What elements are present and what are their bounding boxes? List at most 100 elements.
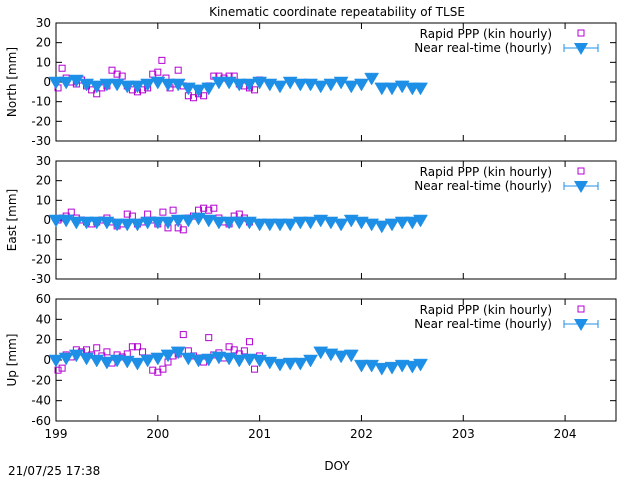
nrt-point bbox=[394, 359, 410, 373]
rapid-point bbox=[108, 66, 116, 74]
y-axis-label: Up [mm] bbox=[5, 334, 19, 387]
nrt-point bbox=[231, 78, 247, 92]
y-tick-label: -10 bbox=[31, 233, 51, 247]
legend-marker-nrt bbox=[574, 181, 588, 193]
rapid-point bbox=[169, 206, 177, 214]
nrt-point bbox=[109, 354, 125, 368]
nrt-point bbox=[58, 76, 74, 90]
y-tick-label: 30 bbox=[36, 154, 51, 168]
nrt-point bbox=[364, 72, 380, 86]
nrt-point bbox=[374, 220, 390, 234]
nrt-point bbox=[282, 357, 298, 371]
y-tick-label: -20 bbox=[31, 114, 51, 128]
rapid-point bbox=[54, 366, 62, 374]
nrt-point bbox=[140, 78, 156, 92]
nrt-point bbox=[333, 76, 349, 90]
legend-marker-nrt bbox=[574, 43, 588, 55]
nrt-point bbox=[292, 357, 308, 371]
x-axis-label: DOY bbox=[324, 459, 350, 473]
nrt-point bbox=[303, 216, 318, 230]
nrt-point bbox=[413, 358, 428, 372]
nrt-point bbox=[231, 216, 247, 230]
nrt-point bbox=[303, 354, 318, 368]
rapid-point bbox=[103, 348, 111, 356]
rapid-point bbox=[58, 64, 66, 72]
nrt-point bbox=[160, 78, 176, 92]
legend-label-nrt: Near real-time (hourly) bbox=[414, 41, 552, 55]
legend-label-rapid: Rapid PPP (kin hourly) bbox=[420, 165, 552, 179]
nrt-point bbox=[221, 216, 237, 230]
nrt-point bbox=[48, 214, 64, 228]
nrt-point bbox=[99, 356, 115, 370]
rapid-point bbox=[200, 204, 208, 212]
y-tick-label: -20 bbox=[31, 373, 51, 387]
nrt-point bbox=[58, 352, 74, 366]
nrt-point bbox=[242, 78, 257, 92]
y-tick-label: 0 bbox=[43, 213, 51, 227]
nrt-point bbox=[242, 353, 257, 367]
legend-marker-nrt bbox=[574, 319, 588, 331]
nrt-point bbox=[211, 216, 227, 230]
x-tick-label: 200 bbox=[146, 427, 169, 441]
x-tick-label: 199 bbox=[45, 427, 68, 441]
rapid-point bbox=[93, 344, 101, 352]
y-tick-label: 30 bbox=[36, 16, 51, 30]
rapid-point bbox=[88, 86, 96, 94]
timestamp: 21/07/25 17:38 bbox=[8, 464, 100, 478]
nrt-point bbox=[191, 354, 206, 368]
nrt-point bbox=[333, 218, 349, 232]
nrt-point bbox=[140, 354, 156, 368]
y-tick-label: -30 bbox=[31, 134, 51, 148]
rapid-point bbox=[128, 86, 136, 94]
nrt-point bbox=[191, 84, 206, 98]
x-tick-label: 202 bbox=[350, 427, 373, 441]
y-tick-label: -60 bbox=[31, 414, 51, 428]
rapid-point bbox=[200, 92, 208, 100]
nrt-point bbox=[333, 350, 349, 364]
nrt-point bbox=[160, 216, 176, 230]
nrt-point bbox=[68, 74, 84, 88]
legend-label-nrt: Near real-time (hourly) bbox=[414, 179, 552, 193]
nrt-point bbox=[384, 82, 400, 96]
nrt-point bbox=[201, 82, 217, 96]
rapid-point bbox=[245, 338, 253, 346]
y-tick-label: 20 bbox=[36, 333, 51, 347]
nrt-point bbox=[150, 352, 166, 366]
nrt-point bbox=[262, 218, 278, 232]
rapid-point bbox=[174, 66, 182, 74]
nrt-point bbox=[343, 349, 359, 363]
panel-1: 30 20 10 0 -10 -20 -30 North [mm] Rapid PPP (kin… bbox=[5, 16, 617, 148]
nrt-point bbox=[170, 214, 186, 228]
nrt-point bbox=[272, 218, 288, 232]
legend-label-rapid: Rapid PPP (kin hourly) bbox=[420, 303, 552, 317]
nrt-point bbox=[384, 218, 400, 232]
nrt-point bbox=[89, 80, 105, 94]
nrt-point bbox=[119, 80, 135, 94]
y-tick-label: -20 bbox=[31, 252, 51, 266]
rapid-point bbox=[159, 208, 167, 216]
y-tick-label: 20 bbox=[36, 36, 51, 50]
y-tick-label: 40 bbox=[36, 312, 51, 326]
rapid-point bbox=[251, 365, 259, 373]
nrt-point bbox=[394, 216, 410, 230]
nrt-point bbox=[68, 216, 84, 230]
rapid-point bbox=[128, 343, 136, 351]
nrt-point bbox=[384, 361, 400, 375]
nrt-point bbox=[48, 354, 64, 368]
nrt-point bbox=[413, 214, 428, 228]
chart-title: Kinematic coordinate repeatability of TL… bbox=[209, 5, 465, 19]
panel-2: 30 20 10 0 -10 -20 -30 East [mm] Rapid PPP (kin … bbox=[5, 154, 617, 286]
nrt-point bbox=[292, 78, 308, 92]
nrt-point bbox=[323, 78, 339, 92]
nrt-point bbox=[282, 218, 298, 232]
nrt-point bbox=[201, 353, 217, 367]
rapid-point bbox=[205, 334, 213, 342]
x-tick-label: 201 bbox=[248, 427, 271, 441]
rapid-point bbox=[179, 226, 187, 234]
rapid-point bbox=[210, 204, 218, 212]
rapid-point bbox=[144, 210, 152, 218]
legend-marker-rapid bbox=[577, 305, 585, 313]
nrt-point bbox=[130, 218, 145, 232]
legend-marker-rapid bbox=[577, 29, 585, 37]
